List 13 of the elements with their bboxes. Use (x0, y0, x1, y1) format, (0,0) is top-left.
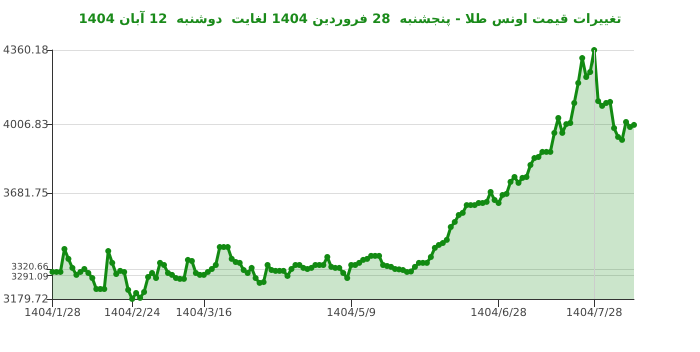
chart-title: تغییرات قیمت اونس طلا - پنجشنبه 28 فروردین 1404 لغایت دوشنبه 12 آبان 1404 (78, 10, 622, 27)
y-tick-label: 3681.75 (2, 186, 48, 200)
y-tick-label: 3320.66 (11, 262, 49, 272)
y-tick-label: 3179.72 (2, 292, 48, 306)
x-tick-label: 1404/2/24 (104, 306, 160, 319)
x-tick-label: 1404/5/9 (326, 306, 376, 319)
x-tick-label: 1404/7/28 (566, 306, 622, 319)
x-tick-label: 1404/1/28 (24, 306, 81, 319)
y-tick-label: 3291.09 (11, 272, 49, 283)
y-tick-label: 4360.18 (2, 44, 48, 56)
x-tick-label: 1404/6/28 (470, 306, 527, 319)
y-tick-label: 4006.83 (2, 118, 48, 132)
x-tick-label: 1404/3/16 (176, 306, 232, 319)
